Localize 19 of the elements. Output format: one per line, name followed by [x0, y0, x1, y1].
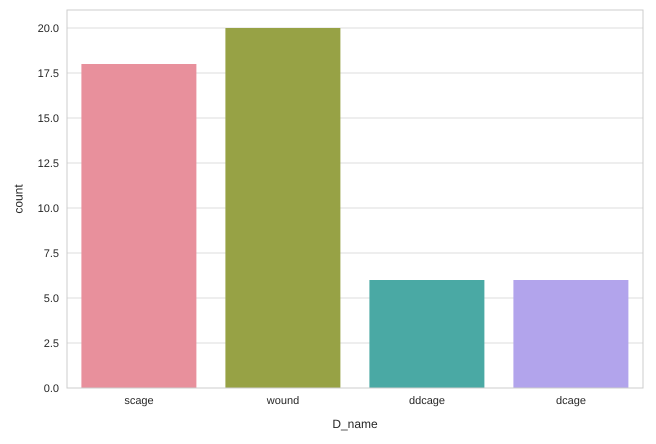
y-tick-label: 7.5: [44, 248, 59, 260]
x-tick-label: dcage: [556, 394, 586, 407]
y-tick-label: 5.0: [44, 292, 59, 305]
x-tick-label: ddcage: [408, 394, 446, 407]
bar: [81, 64, 196, 388]
y-tick-label: 10.0: [38, 202, 59, 215]
y-tick-label: 20.0: [38, 22, 59, 35]
y-tick-label: 0.0: [44, 382, 59, 395]
bar: [513, 280, 628, 388]
y-tick-label: 12.5: [38, 158, 59, 170]
x-tick-label: scage: [124, 394, 154, 407]
x-tick-label: wound: [266, 394, 300, 407]
y-tick-label: 2.5: [44, 338, 59, 350]
x-axis-title: D_name: [332, 417, 378, 431]
y-axis-title: count: [11, 184, 26, 214]
bar: [369, 280, 484, 388]
y-tick-label: 17.5: [38, 68, 59, 80]
y-tick-label: 15.0: [38, 112, 59, 125]
bar: [225, 28, 340, 388]
